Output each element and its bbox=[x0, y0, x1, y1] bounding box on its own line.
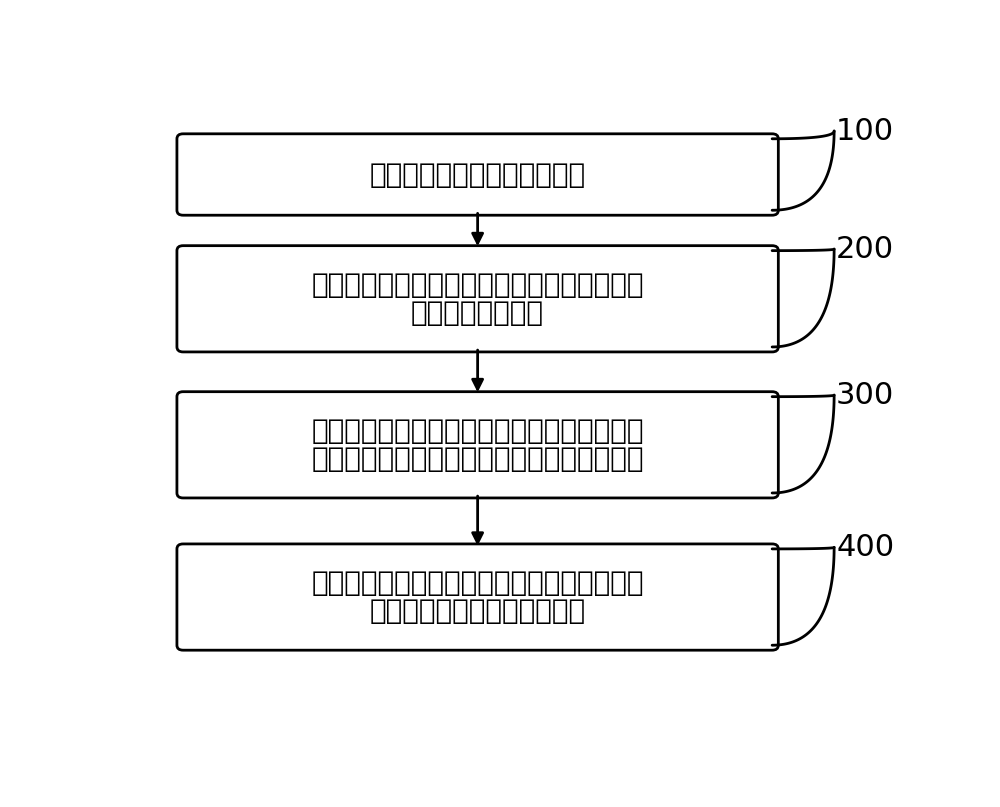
Text: 同一优先级内的多个第一终端设备的充电序列: 同一优先级内的多个第一终端设备的充电序列 bbox=[311, 445, 644, 473]
Text: 按照每个第一终端设备所需的充电时间，确定: 按照每个第一终端设备所需的充电时间，确定 bbox=[311, 417, 644, 445]
FancyBboxPatch shape bbox=[177, 391, 778, 498]
Text: 300: 300 bbox=[836, 381, 894, 410]
Text: 依次为每个第一终端设备充电: 依次为每个第一终端设备充电 bbox=[370, 597, 586, 625]
Text: 200: 200 bbox=[836, 235, 894, 264]
Text: 根据多个第一终端设备的类型，确定每个第一: 根据多个第一终端设备的类型，确定每个第一 bbox=[311, 271, 644, 299]
Text: 终端设备的优先级: 终端设备的优先级 bbox=[411, 299, 544, 327]
Text: 400: 400 bbox=[836, 533, 894, 562]
FancyBboxPatch shape bbox=[177, 134, 778, 215]
FancyBboxPatch shape bbox=[177, 245, 778, 352]
FancyBboxPatch shape bbox=[177, 544, 778, 650]
Text: 100: 100 bbox=[836, 116, 894, 145]
Text: 获取多个第一终端设备的类型: 获取多个第一终端设备的类型 bbox=[370, 161, 586, 189]
Text: 按照每个终端设备的优先级，基于充电序列，: 按照每个终端设备的优先级，基于充电序列， bbox=[311, 569, 644, 597]
